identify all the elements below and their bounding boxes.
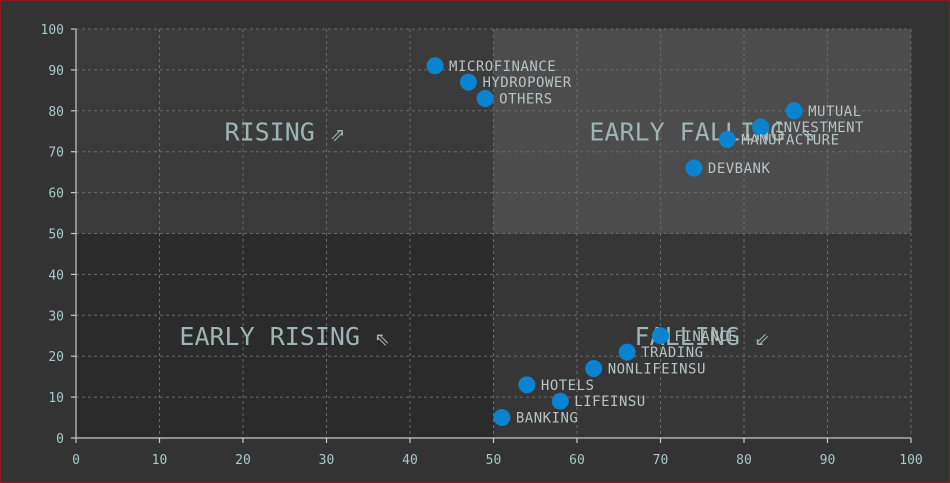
y-tick-label: 60 <box>48 187 64 202</box>
quadrant-background <box>76 29 494 234</box>
y-tick-label: 30 <box>48 309 64 324</box>
quadrant-label: EARLY FALLING ⇘ <box>589 117 815 146</box>
x-tick-label: 30 <box>319 453 335 468</box>
x-tick-label: 80 <box>736 453 752 468</box>
data-point <box>476 90 494 108</box>
data-point <box>518 376 536 394</box>
x-tick-label: 20 <box>235 453 251 468</box>
x-tick-label: 50 <box>486 453 502 468</box>
y-tick-label: 50 <box>48 228 64 243</box>
data-point-label: DEVBANK <box>708 161 771 177</box>
y-tick-label: 90 <box>48 64 64 79</box>
data-point-label: INVESTMENT <box>775 120 864 136</box>
data-point <box>493 409 511 427</box>
quadrant-background <box>493 29 911 234</box>
data-point-label: FINANCE <box>675 329 738 345</box>
data-point-label: NONLIFEINSU <box>608 361 706 377</box>
y-tick-label: 0 <box>56 432 64 447</box>
quadrant-background <box>76 233 494 438</box>
data-point <box>618 343 636 361</box>
data-point <box>685 159 703 177</box>
data-point <box>718 130 736 148</box>
quadrant-label: RISING ⇗ <box>225 117 345 146</box>
y-tick-label: 10 <box>48 391 64 406</box>
x-tick-label: 70 <box>653 453 669 468</box>
x-tick-label: 10 <box>152 453 168 468</box>
y-tick-label: 100 <box>41 23 64 38</box>
data-point-label: MUTUAL <box>808 104 862 120</box>
data-point-label: MICROFINANCE <box>449 59 556 75</box>
data-point-label: TRADING <box>641 345 704 361</box>
data-point-label: MANUFACTURE <box>741 132 839 148</box>
data-point <box>459 73 477 91</box>
x-tick-label: 90 <box>820 453 836 468</box>
data-point-label: OTHERS <box>499 92 553 108</box>
data-point <box>785 102 803 120</box>
y-tick-label: 20 <box>48 350 64 365</box>
data-point <box>752 118 770 136</box>
y-tick-label: 80 <box>48 105 64 120</box>
y-tick-label: 40 <box>48 268 64 283</box>
data-point-label: LIFEINSU <box>574 394 645 410</box>
x-tick-label: 60 <box>569 453 585 468</box>
data-point-label: HOTELS <box>541 378 595 394</box>
data-point-label: HYDROPOWER <box>482 75 571 91</box>
y-tick-label: 70 <box>48 146 64 161</box>
data-point <box>551 392 569 410</box>
data-point <box>585 359 603 377</box>
data-point-label: BANKING <box>516 411 579 427</box>
data-point <box>426 57 444 75</box>
quadrant-label: EARLY RISING ⇖ <box>179 322 390 351</box>
data-point <box>652 327 669 345</box>
x-tick-label: 100 <box>899 453 922 468</box>
x-tick-label: 40 <box>402 453 418 468</box>
x-tick-label: 0 <box>72 453 80 468</box>
